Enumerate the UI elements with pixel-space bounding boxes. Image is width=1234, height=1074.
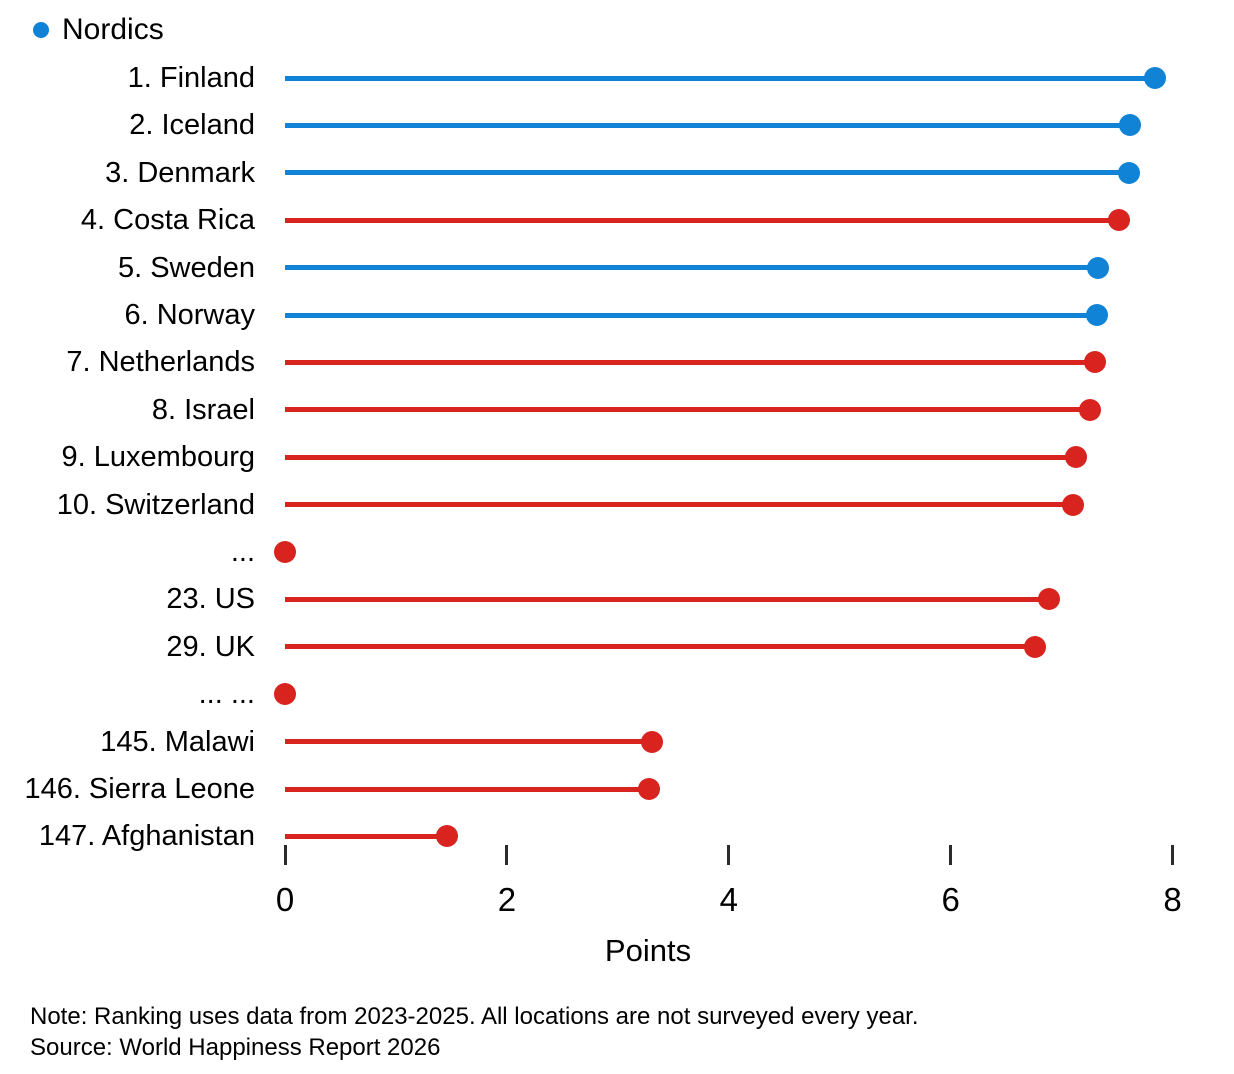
row-dot (1065, 446, 1088, 469)
legend-dot-nordics-icon (33, 22, 49, 38)
chart-row: 7. Netherlands (0, 338, 1234, 386)
row-dot (435, 825, 458, 848)
x-axis-tick-label: 8 (1163, 881, 1182, 918)
row-label: ... (230, 536, 255, 568)
chart-footer: Note: Ranking uses data from 2023-2025. … (30, 1001, 919, 1063)
chart-row: 23. US (0, 575, 1234, 623)
row-stem (285, 265, 1099, 271)
row-label: 9. Luxembourg (61, 441, 255, 474)
chart-row: 147. Afghanistan (0, 812, 1234, 860)
row-label: 145. Malawi (100, 725, 255, 758)
row-dot (637, 778, 660, 800)
row-label: 8. Israel (151, 393, 255, 426)
row-stem (285, 454, 1077, 460)
row-dot (641, 730, 664, 753)
row-stem (285, 596, 1050, 602)
x-axis-title: Points (604, 933, 692, 968)
row-dot (274, 683, 296, 706)
row-label: 23. US (166, 583, 255, 616)
note-text: Note: Ranking uses data from 2023-2025. … (30, 1003, 919, 1030)
row-label: 10. Switzerland (56, 488, 255, 521)
chart-row: ... (0, 528, 1234, 576)
chart-row: 2. Iceland (0, 101, 1234, 149)
chart-row: 6. Norway (0, 291, 1234, 339)
row-dot (1024, 635, 1047, 658)
x-axis-tick-mark (727, 845, 731, 865)
chart-row: 145. Malawi (0, 718, 1234, 766)
row-stem (285, 217, 1120, 223)
chart-row: 10. Switzerland (0, 481, 1234, 529)
legend-label-nordics: Nordics (62, 13, 164, 46)
row-dot (1143, 67, 1166, 89)
row-dot (1119, 114, 1142, 137)
row-stem (285, 502, 1073, 508)
chart-row: 3. Denmark (0, 149, 1234, 197)
row-dot (1079, 398, 1102, 421)
row-label: 3. Denmark (105, 156, 255, 189)
chart-row: 5. Sweden (0, 244, 1234, 292)
x-axis-tick-mark (949, 845, 953, 865)
x-axis-tick-mark (1171, 845, 1175, 865)
row-label: ... ... (198, 678, 255, 711)
row-label: 7. Netherlands (66, 346, 255, 379)
row-stem (285, 786, 649, 792)
x-axis-tick-label: 6 (941, 881, 960, 918)
row-label: 2. Iceland (129, 109, 255, 142)
row-stem (285, 122, 1131, 128)
row-dot (1118, 161, 1141, 184)
chart-row: 9. Luxembourg (0, 433, 1234, 481)
row-stem (285, 407, 1091, 413)
row-dot (1083, 351, 1106, 374)
row-stem (285, 644, 1036, 650)
row-label: 6. Norway (124, 299, 255, 331)
row-stem (285, 170, 1130, 176)
chart-row: ... ... (0, 670, 1234, 718)
x-axis-tick-label: 2 (497, 881, 517, 918)
row-stem (285, 833, 447, 839)
chart-row: 8. Israel (0, 386, 1234, 434)
row-label: 4. Costa Rica (80, 204, 255, 237)
source-text: Source: World Happiness Report 2026 (30, 1034, 441, 1061)
row-label: 29. UK (166, 630, 255, 663)
row-dot (274, 541, 296, 563)
row-label: 5. Sweden (117, 251, 255, 284)
chart-row: 4. Costa Rica (0, 196, 1234, 244)
chart-legend: Nordics (33, 14, 164, 46)
chart-row: 29. UK (0, 623, 1234, 671)
row-dot (1086, 304, 1109, 326)
row-label: 147. Afghanistan (38, 820, 255, 853)
row-stem (285, 359, 1095, 365)
x-axis-tick-mark (283, 845, 287, 865)
row-dot (1061, 493, 1084, 516)
row-stem (285, 75, 1155, 81)
row-stem (285, 312, 1098, 318)
row-dot (1038, 588, 1061, 611)
x-axis-tick-label: 0 (275, 881, 295, 918)
chart-row: 1. Finland (0, 54, 1234, 102)
row-label: 1. Finland (127, 62, 255, 94)
x-axis-tick-label: 4 (719, 881, 738, 918)
row-dot (1087, 256, 1110, 279)
row-dot (1108, 209, 1131, 232)
chart-row: 146. Sierra Leone (0, 765, 1234, 813)
row-stem (285, 739, 653, 745)
row-label: 146. Sierra Leone (24, 773, 255, 805)
x-axis-tick-mark (505, 845, 509, 865)
